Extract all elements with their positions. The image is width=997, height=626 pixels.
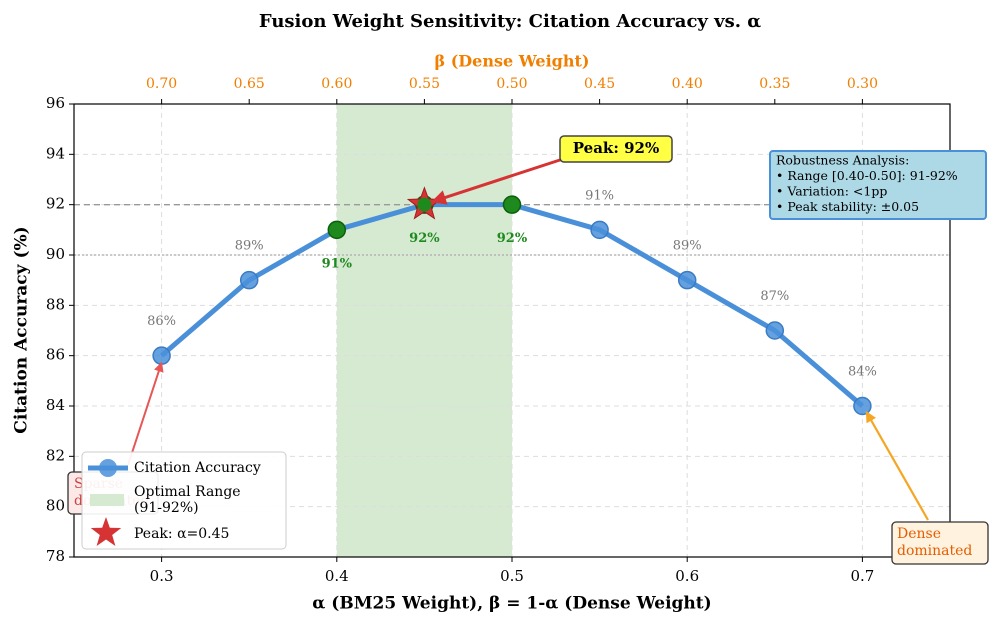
x-tick-label: 0.7 xyxy=(850,567,874,585)
data-label: 87% xyxy=(760,289,789,304)
data-label: 86% xyxy=(147,314,176,329)
y-tick-label: 92 xyxy=(46,195,65,213)
annotation: • Peak stability: ±0.05 xyxy=(776,199,919,214)
x2-tick-label: 0.45 xyxy=(584,76,615,92)
x2-tick-label: 0.50 xyxy=(496,76,527,92)
marker xyxy=(765,321,785,340)
y-tick-label: 84 xyxy=(46,396,65,414)
annotation-arrow xyxy=(127,361,164,466)
y-tick-label: 94 xyxy=(46,144,65,162)
x-tick-label: 0.5 xyxy=(500,567,524,585)
x-tick-label: 0.6 xyxy=(675,567,699,585)
x2-tick-label: 0.55 xyxy=(409,76,440,92)
marker xyxy=(327,220,347,240)
data-label: 89% xyxy=(235,239,264,254)
data-label: 92% xyxy=(497,231,528,246)
marker xyxy=(590,220,609,240)
y-tick-label: 88 xyxy=(46,295,65,313)
y-tick-label: 82 xyxy=(46,446,65,464)
legend-swatch xyxy=(90,517,122,546)
legend-label: (91-92%) xyxy=(134,500,199,516)
data-label: 84% xyxy=(848,365,877,380)
x-axis-label: α (BM25 Weight), β = 1-α (Dense Weight) xyxy=(312,594,711,614)
marker xyxy=(502,195,522,214)
y-tick-label: 90 xyxy=(46,245,65,263)
legend-label: Citation Accuracy xyxy=(134,460,261,476)
annotation-arrow xyxy=(865,411,929,521)
marker xyxy=(677,270,697,290)
legend-swatch xyxy=(90,494,124,506)
y-tick-label: 86 xyxy=(46,346,65,364)
data-label: 92% xyxy=(409,231,440,246)
x2-tick-label: 0.60 xyxy=(321,76,352,92)
y-tick-label: 80 xyxy=(46,497,65,515)
x-tick-label: 0.4 xyxy=(325,567,349,585)
data-label: 91% xyxy=(322,256,353,271)
annotation: Robustness Analysis: xyxy=(776,153,909,168)
legend-label: Peak: α=0.45 xyxy=(134,526,229,542)
x-tick-label: 0.3 xyxy=(150,567,174,585)
chart-title: Fusion Weight Sensitivity: Citation Accu… xyxy=(259,11,761,32)
annotation-box xyxy=(769,150,987,220)
annotation-arrow xyxy=(430,156,567,205)
plot-frame xyxy=(73,103,951,558)
x2-tick-label: 0.35 xyxy=(759,76,790,92)
y-tick-label: 78 xyxy=(46,547,65,565)
legend-swatch xyxy=(99,459,117,477)
x2-tick-label: 0.30 xyxy=(847,76,878,92)
marker xyxy=(853,396,872,416)
marker xyxy=(239,270,259,290)
annotation: Peak: 92% xyxy=(573,139,659,157)
annotation: • Range [0.40-0.50]: 91-92% xyxy=(776,168,958,183)
y-tick-label: 96 xyxy=(46,94,65,112)
peak-marker xyxy=(417,197,432,212)
x2-tick-label: 0.70 xyxy=(146,76,177,92)
data-label: 89% xyxy=(673,239,702,254)
annotation: Dense xyxy=(897,526,941,542)
annotation-box xyxy=(891,521,989,565)
annotation: dominated xyxy=(897,543,972,559)
data-label: 91% xyxy=(585,188,614,203)
optimal-range xyxy=(336,104,512,557)
x2-tick-label: 0.40 xyxy=(672,76,703,92)
marker xyxy=(152,346,171,365)
y-axis-label: Citation Accuracy (%) xyxy=(12,226,32,433)
annotation-box xyxy=(559,135,673,163)
x2-axis-label: β (Dense Weight) xyxy=(435,52,590,71)
annotation: • Variation: <1pp xyxy=(776,184,887,199)
legend-box xyxy=(81,451,287,550)
legend-label: Optimal Range xyxy=(134,484,241,500)
x2-tick-label: 0.65 xyxy=(234,76,265,92)
